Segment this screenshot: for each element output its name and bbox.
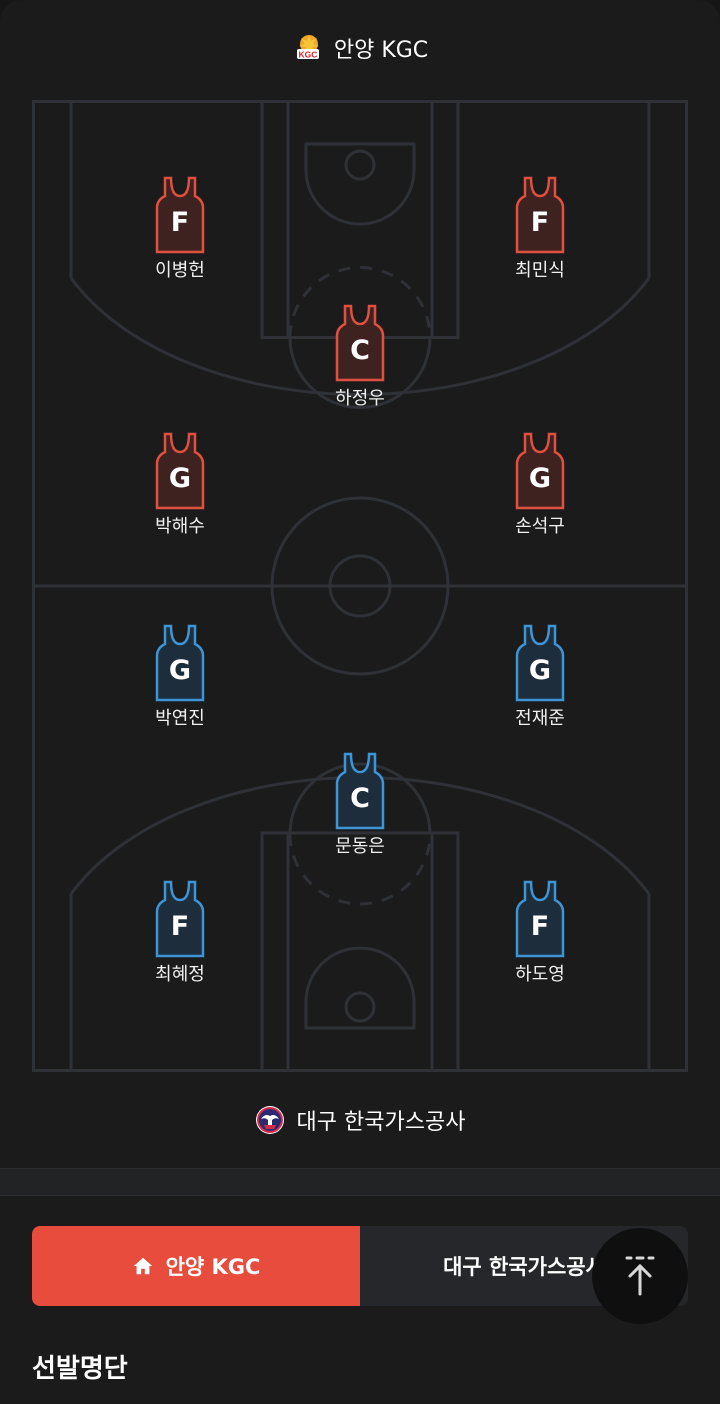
starting-lineup-title: 선발명단 xyxy=(32,1354,128,1384)
player-name: 하도영 xyxy=(515,964,565,985)
section-divider xyxy=(0,1168,720,1196)
player-position: G xyxy=(168,655,192,686)
jersey-icon: F xyxy=(515,880,565,958)
jersey-icon: C xyxy=(335,304,385,382)
home-player-2[interactable]: F 최민식 xyxy=(480,176,600,282)
player-position: C xyxy=(350,335,370,366)
away-player-3[interactable]: C 문동은 xyxy=(300,752,420,858)
player-position: G xyxy=(528,463,552,494)
player-name: 박연진 xyxy=(155,708,205,729)
player-name: 이병헌 xyxy=(155,260,205,281)
player-name: 손석구 xyxy=(515,516,565,537)
pegasus-logo xyxy=(255,1106,284,1134)
player-position: F xyxy=(530,207,550,238)
home-player-4[interactable]: G 박해수 xyxy=(120,432,240,538)
tab-home-label: 안양 KGC xyxy=(165,1255,261,1279)
home-player-3[interactable]: C 하정우 xyxy=(300,304,420,410)
player-position: G xyxy=(528,655,552,686)
player-position: G xyxy=(168,463,192,494)
player-name: 최혜정 xyxy=(155,964,205,985)
home-player-1[interactable]: F 이병헌 xyxy=(120,176,240,282)
jersey-icon: F xyxy=(515,176,565,254)
player-name: 박해수 xyxy=(155,516,205,537)
player-position: F xyxy=(170,207,190,238)
player-name: 하정우 xyxy=(335,388,385,409)
away-player-4[interactable]: F 최혜정 xyxy=(120,880,240,986)
jersey-icon: C xyxy=(335,752,385,830)
jersey-icon: G xyxy=(155,624,205,702)
home-team-name: 안양 KGC xyxy=(333,38,429,63)
player-name: 문동은 xyxy=(335,836,385,857)
jersey-icon: G xyxy=(155,432,205,510)
away-player-1[interactable]: G 박연진 xyxy=(120,624,240,730)
away-player-2[interactable]: G 전재준 xyxy=(480,624,600,730)
away-team-name: 대구 한국가스공사 xyxy=(296,1110,466,1135)
home-team-header: KGC 안양 KGC xyxy=(0,28,720,68)
team-tabs: 안양 KGC 대구 한국가스공사 xyxy=(32,1226,688,1306)
player-position: F xyxy=(170,911,190,942)
player-name: 전재준 xyxy=(515,708,565,729)
home-icon xyxy=(133,1257,152,1275)
jersey-icon: G xyxy=(515,624,565,702)
jersey-icon: F xyxy=(155,880,205,958)
scroll-to-top-button[interactable] xyxy=(592,1228,688,1324)
arrow-up-icon xyxy=(625,1256,655,1296)
player-position: C xyxy=(350,783,370,814)
player-position: F xyxy=(530,911,550,942)
away-player-5[interactable]: F 하도영 xyxy=(480,880,600,986)
away-team-header: 대구 한국가스공사 xyxy=(0,1100,720,1140)
tab-away-label: 대구 한국가스공사 xyxy=(443,1255,605,1279)
player-name: 최민식 xyxy=(515,260,565,281)
kgc-logo-text: KGC xyxy=(298,50,317,60)
tab-home-team[interactable]: 안양 KGC xyxy=(32,1226,360,1306)
jersey-icon: G xyxy=(515,432,565,510)
jersey-icon: F xyxy=(155,176,205,254)
home-player-5[interactable]: G 손석구 xyxy=(480,432,600,538)
kgc-logo: KGC xyxy=(296,35,319,60)
